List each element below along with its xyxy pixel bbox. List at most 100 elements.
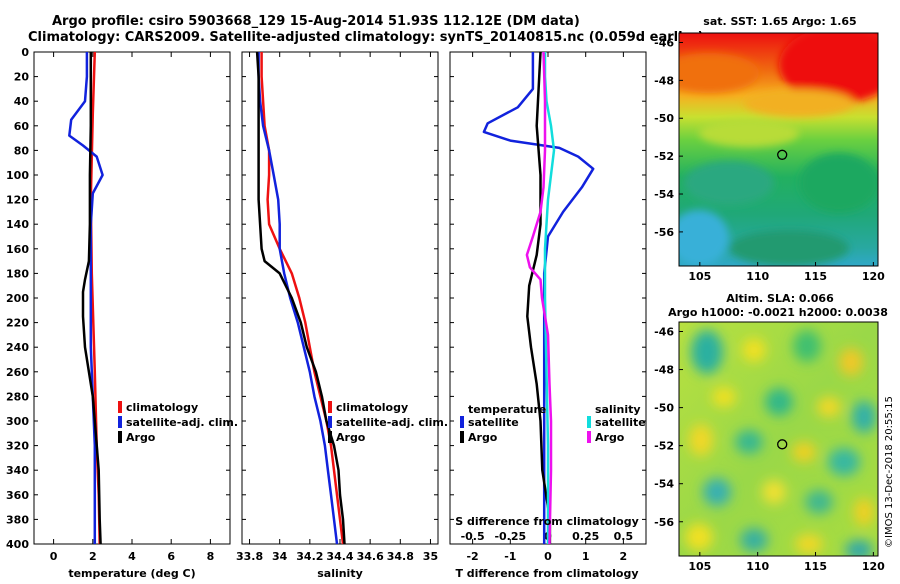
s-difference-xlabel: S difference from climatology <box>455 515 639 528</box>
depth-tick-label: 280 <box>6 390 29 403</box>
lon-tick-label: 115 <box>804 270 827 283</box>
sla-map-panel: Altim. SLA: 0.066 Argo h1000: -0.0021 h2… <box>654 292 888 573</box>
x-tick-label: 2 <box>89 550 97 563</box>
difference-panel: -2 -1 0 1 2-0.5 -0.25 0 0.25 0.5 temperature sat… <box>449 51 647 580</box>
depth-tick-label: 100 <box>6 169 29 182</box>
legend-swatch-s-satellite <box>587 416 591 428</box>
x-tick-label: 34.4 <box>326 550 353 563</box>
series-line-t-argo <box>526 51 552 544</box>
legend-temperature-heading: temperature <box>468 403 546 416</box>
x-tick-label: -2 <box>466 550 478 563</box>
x-tick-label: 2 <box>620 550 628 563</box>
lon-tick-label: 115 <box>804 560 827 573</box>
depth-tick-label: 20 <box>14 71 30 84</box>
x2-tick-label: -0.25 <box>494 530 526 543</box>
legend-swatch-argo <box>118 431 122 443</box>
legend-s-satellite: satellite <box>595 416 646 429</box>
x-tick-label: 8 <box>207 550 215 563</box>
series-line-argo <box>255 51 346 545</box>
x-tick-label: -1 <box>504 550 516 563</box>
lon-tick-label: 110 <box>746 560 769 573</box>
lat-tick-label: -50 <box>654 402 674 415</box>
x-tick-label: 4 <box>128 550 136 563</box>
header-line2: Climatology: CARS2009. Satellite-adjuste… <box>28 30 704 45</box>
lat-tick-label: -50 <box>654 112 674 125</box>
lat-tick-label: -56 <box>654 226 674 239</box>
depth-tick-label: 200 <box>6 292 29 305</box>
lat-tick-label: -46 <box>654 36 674 49</box>
depth-tick-label: 320 <box>6 440 29 453</box>
legend-satellite: satellite-adj. clim. <box>336 416 448 429</box>
x-tick-label: 34.2 <box>296 550 323 563</box>
sla-map-title: Altim. SLA: 0.066 <box>726 292 834 305</box>
series-line-argo <box>81 52 102 545</box>
salinity-plot-frame <box>241 51 439 545</box>
t-difference-xlabel: T difference from climatology <box>455 567 638 580</box>
salinity-xlabel: salinity <box>317 567 363 580</box>
temperature-legend: climatology satellite-adj. clim. Argo <box>118 401 238 444</box>
temperature-ticks: 0 2 4 6 8 <box>34 51 230 563</box>
temperature-xlabel: temperature (deg C) <box>68 567 195 580</box>
x-tick-label: 34 <box>272 550 288 563</box>
depth-tick-label: 0 <box>21 46 29 59</box>
series-line-satellite-adj-clim- <box>257 52 339 545</box>
legend-t-argo: Argo <box>468 431 498 444</box>
argo-location-marker <box>777 439 788 450</box>
depth-tick-label: 120 <box>6 194 29 207</box>
depth-axis: 0 20 40 60 80 100 120 140 160 180 200 220 240 260 280 3… <box>6 46 29 551</box>
legend-s-argo: Argo <box>595 431 625 444</box>
legend-swatch-climatology <box>328 401 332 413</box>
difference-ticks: -2 -1 0 1 2-0.5 -0.25 0 0.25 0.5 <box>450 51 646 563</box>
lat-tick-label: -48 <box>654 74 674 87</box>
depth-tick-label: 240 <box>6 341 29 354</box>
depth-tick-label: 380 <box>6 513 29 526</box>
legend-swatch-t-satellite <box>460 416 464 428</box>
temperature-panel: 0 2 4 6 8 climatology satellite-adj. clim. A… <box>33 51 238 580</box>
sla-map-ticks: -46 -48 -50 -52 -54 -56 105 110 115 120 <box>654 326 885 573</box>
salinity-panel: 33.8 34 34.2 34.4 34.6 34.8 35 climatology sat… <box>236 51 448 580</box>
legend-argo: Argo <box>336 431 366 444</box>
depth-tick-label: 60 <box>14 120 30 133</box>
lat-tick-label: -54 <box>654 188 674 201</box>
legend-swatch-s-argo <box>587 431 591 443</box>
depth-tick-label: 160 <box>6 243 29 256</box>
lat-tick-label: -54 <box>654 478 674 491</box>
sst-map-panel: sat. SST: 1.65 Argo: 1.65 -46 -48 -50 -52 -5… <box>654 15 885 283</box>
legend-swatch-t-argo <box>460 431 464 443</box>
legend-swatch-satellite <box>328 416 332 428</box>
x2-tick-label: 0.5 <box>614 530 634 543</box>
depth-tick-label: 400 <box>6 538 29 551</box>
lat-tick-label: -56 <box>654 516 674 529</box>
sla-map <box>679 322 878 556</box>
x-tick-label: 34.6 <box>357 550 384 563</box>
x-tick-label: 0 <box>50 550 58 563</box>
salinity-lines <box>255 51 346 545</box>
difference-lines <box>482 51 595 545</box>
difference-legend-left: temperature satellite Argo <box>460 403 546 444</box>
sst-map-title: sat. SST: 1.65 Argo: 1.65 <box>703 15 856 28</box>
lon-tick-label: 110 <box>746 270 769 283</box>
depth-tick-label: 140 <box>6 218 29 231</box>
temperature-lines <box>68 51 104 545</box>
x-tick-label: 34.8 <box>387 550 414 563</box>
depth-tick-label: 340 <box>6 464 29 477</box>
legend-satellite: satellite-adj. clim. <box>126 416 238 429</box>
legend-argo: Argo <box>126 431 156 444</box>
lat-tick-label: -52 <box>654 440 674 453</box>
legend-swatch-satellite <box>118 416 122 428</box>
lon-tick-label: 105 <box>688 560 711 573</box>
x-tick-label: 35 <box>423 550 438 563</box>
depth-tick-label: 80 <box>14 144 30 157</box>
sla-map-frame <box>678 321 879 557</box>
sla-map-subtitle: Argo h1000: -0.0021 h2000: 0.0038 <box>668 306 888 319</box>
series-line-s-satellite <box>543 52 556 544</box>
argo-location-marker <box>777 149 788 160</box>
x-tick-label: 1 <box>582 550 590 563</box>
legend-swatch-climatology <box>118 401 122 413</box>
lat-tick-label: -52 <box>654 150 674 163</box>
series-line-t-satellite <box>482 52 595 544</box>
x-tick-label: 0 <box>544 550 552 563</box>
lat-tick-label: -48 <box>654 364 674 377</box>
lon-tick-label: 120 <box>862 560 885 573</box>
